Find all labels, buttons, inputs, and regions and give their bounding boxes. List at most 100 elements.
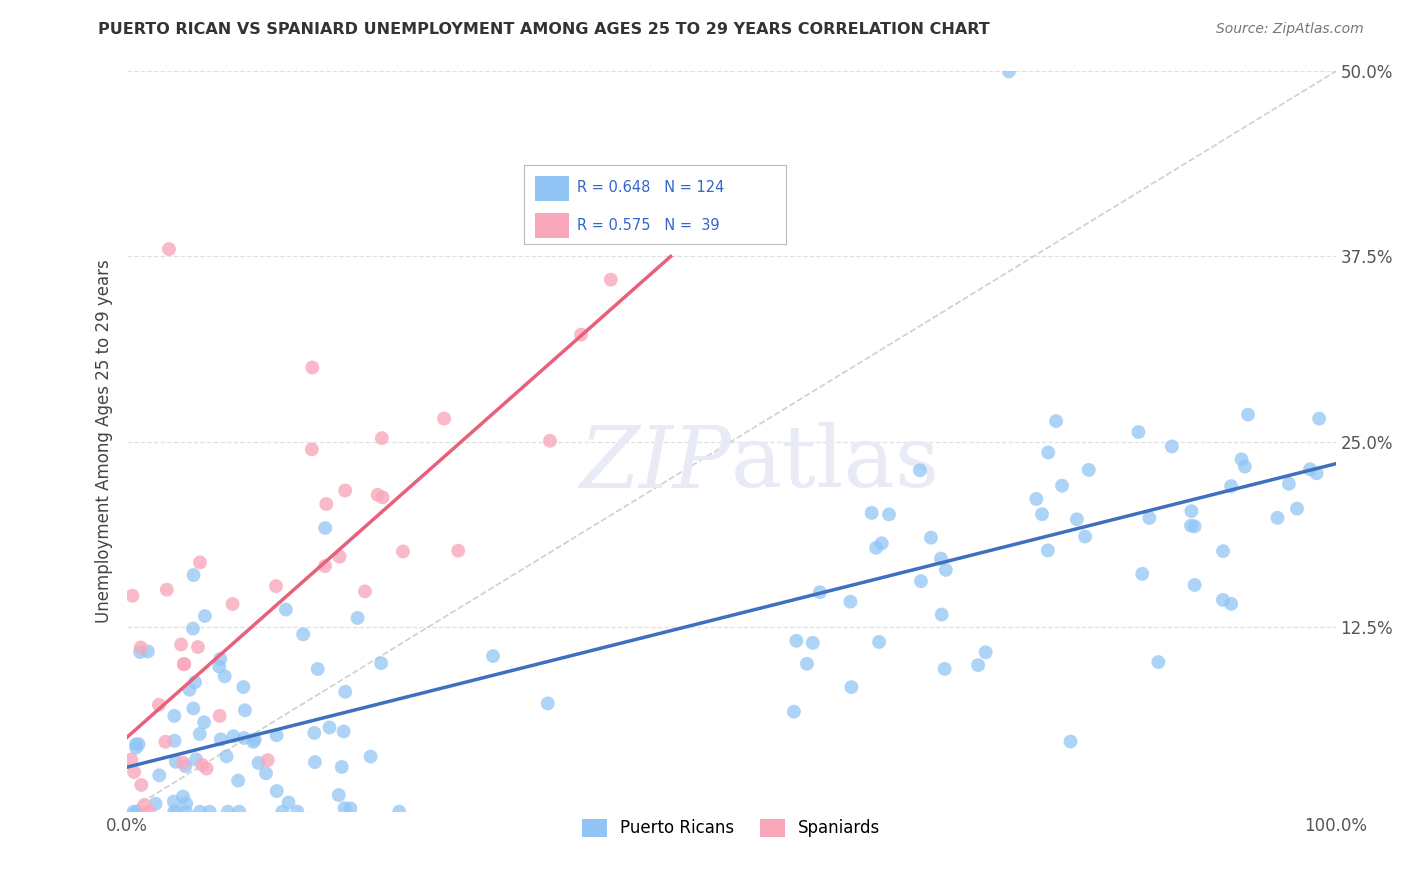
- Point: [332, 724, 354, 739]
- Point: [868, 635, 890, 649]
- Point: [277, 796, 299, 810]
- Point: [447, 543, 470, 558]
- Point: [163, 733, 186, 747]
- Point: [910, 574, 932, 589]
- Point: [228, 805, 250, 819]
- Point: [877, 508, 900, 522]
- Point: [1074, 529, 1097, 543]
- Point: [370, 656, 392, 670]
- Point: [209, 652, 232, 666]
- Point: [1031, 507, 1053, 521]
- Point: [188, 805, 211, 819]
- Point: [318, 721, 340, 735]
- Y-axis label: Unemployment Among Ages 25 to 29 years: Unemployment Among Ages 25 to 29 years: [94, 260, 112, 624]
- Point: [1299, 462, 1322, 476]
- Point: [1285, 501, 1308, 516]
- Point: [184, 675, 207, 690]
- Point: [1184, 519, 1206, 533]
- Point: [129, 640, 152, 655]
- Point: [148, 698, 170, 712]
- Point: [1128, 425, 1150, 439]
- Point: [1308, 411, 1330, 425]
- Point: [1233, 459, 1256, 474]
- Point: [208, 659, 231, 673]
- Point: [335, 685, 357, 699]
- Point: [198, 805, 221, 819]
- Point: [179, 682, 201, 697]
- Point: [188, 727, 211, 741]
- Point: [254, 766, 277, 780]
- Point: [537, 697, 560, 711]
- Point: [482, 648, 505, 663]
- Point: [934, 662, 956, 676]
- Point: [122, 805, 145, 819]
- Point: [120, 753, 142, 767]
- Point: [1025, 491, 1047, 506]
- Point: [195, 762, 218, 776]
- Point: [155, 735, 177, 749]
- Point: [125, 740, 148, 755]
- Point: [145, 797, 167, 811]
- Point: [157, 242, 180, 256]
- Point: [174, 797, 197, 811]
- Point: [232, 680, 254, 694]
- Point: [870, 536, 893, 550]
- Point: [173, 657, 195, 672]
- Point: [865, 541, 887, 555]
- Point: [998, 64, 1021, 78]
- Point: [371, 491, 394, 505]
- Point: [274, 602, 297, 616]
- Point: [931, 607, 953, 622]
- Point: [920, 531, 942, 545]
- Point: [371, 431, 394, 445]
- Point: [233, 703, 256, 717]
- Point: [184, 752, 207, 766]
- Text: R = 0.575   N =  39: R = 0.575 N = 39: [576, 218, 720, 233]
- Point: [148, 768, 170, 782]
- Point: [194, 609, 217, 624]
- Point: [1045, 414, 1067, 428]
- Point: [163, 795, 186, 809]
- Point: [935, 563, 957, 577]
- Point: [208, 709, 231, 723]
- Point: [271, 805, 294, 819]
- Point: [129, 645, 152, 659]
- Point: [266, 728, 288, 742]
- FancyBboxPatch shape: [534, 176, 569, 201]
- Point: [1278, 476, 1301, 491]
- Point: [1267, 511, 1289, 525]
- Point: [247, 756, 270, 770]
- Text: ZIP: ZIP: [579, 423, 731, 505]
- Point: [346, 611, 368, 625]
- Point: [183, 701, 205, 715]
- Point: [121, 589, 143, 603]
- Point: [1220, 597, 1243, 611]
- Point: [187, 640, 209, 654]
- Point: [599, 273, 621, 287]
- Point: [226, 773, 249, 788]
- Point: [172, 789, 194, 804]
- Point: [367, 488, 389, 502]
- Point: [174, 805, 197, 819]
- Point: [1038, 445, 1060, 459]
- Point: [360, 749, 382, 764]
- Point: [128, 737, 150, 751]
- Point: [433, 411, 456, 425]
- Point: [974, 645, 997, 659]
- Text: R = 0.648   N = 124: R = 0.648 N = 124: [576, 180, 724, 195]
- Point: [796, 657, 818, 671]
- Point: [256, 753, 278, 767]
- Point: [1305, 467, 1327, 481]
- Point: [908, 463, 931, 477]
- Point: [188, 556, 211, 570]
- Point: [801, 636, 824, 650]
- Point: [183, 568, 205, 582]
- FancyBboxPatch shape: [534, 213, 569, 238]
- Point: [314, 521, 336, 535]
- Text: atlas: atlas: [731, 422, 941, 506]
- Point: [329, 549, 352, 564]
- Point: [1077, 463, 1099, 477]
- Point: [215, 749, 238, 764]
- Point: [217, 805, 239, 819]
- Point: [174, 759, 197, 773]
